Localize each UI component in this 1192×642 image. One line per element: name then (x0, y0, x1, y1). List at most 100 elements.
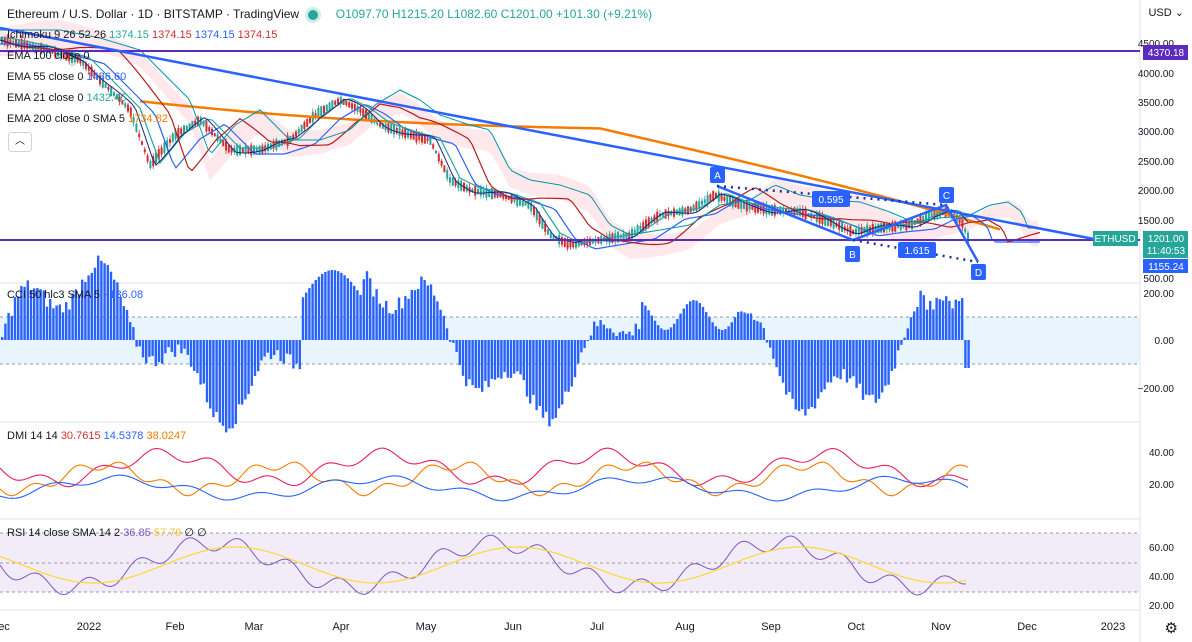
price-tag-top: 4370.18 (1143, 45, 1188, 60)
rsi-value-2: 57.79 (153, 527, 182, 539)
open-value: O1097.70 (335, 7, 389, 21)
svg-text:1.615: 1.615 (904, 246, 929, 257)
dmi-value-3: 38.0247 (146, 430, 187, 442)
ichimoku-value-1: 1374.15 (109, 29, 149, 41)
svg-text:3000.00: 3000.00 (1138, 127, 1175, 138)
svg-text:−200.00: −200.00 (1138, 384, 1175, 395)
chevron-up-icon: ︿ (15, 136, 25, 147)
indicator-rsi[interactable]: RSI 14 close SMA 14 2 36.85 57.79 ∅ ∅ (7, 526, 207, 539)
indicator-lines (0, 29, 1041, 250)
svg-text:2023: 2023 (1101, 621, 1125, 633)
svg-text:3500.00: 3500.00 (1138, 98, 1175, 109)
svg-text:Jun: Jun (504, 621, 522, 633)
ichimoku-cloud (0, 20, 1038, 259)
svg-text:D: D (975, 268, 982, 279)
svg-text:Mar: Mar (245, 621, 264, 633)
rsi-value-1: 36.85 (123, 527, 151, 539)
pattern-label-c: C (939, 187, 954, 203)
ratio-label-2: 1.615 (898, 242, 936, 258)
indicator-ema55[interactable]: EMA 55 close 0 1436.60 (7, 71, 126, 83)
svg-text:2022: 2022 (77, 621, 101, 633)
svg-text:May: May (416, 621, 437, 633)
ichimoku-value-4: 1374.15 (237, 29, 278, 41)
market-open-icon (308, 9, 319, 20)
ema21-value: 1432.46 (86, 92, 127, 104)
indicator-ema21[interactable]: EMA 21 close 0 1432.46 (7, 92, 126, 104)
abcd-pattern (716, 184, 980, 263)
svg-text:2000.00: 2000.00 (1138, 186, 1175, 197)
dmi-value-1: 30.7615 (60, 430, 101, 442)
svg-text:C: C (943, 191, 950, 202)
svg-text:B: B (849, 250, 856, 261)
gear-icon[interactable]: ⚙ (1164, 620, 1178, 637)
time-axis: ec 2022 Feb Mar Apr May Jun Jul Aug Sep … (0, 621, 1125, 633)
collapse-legend-button[interactable]: ︿ (8, 132, 32, 152)
svg-text:ec: ec (0, 621, 10, 633)
current-price-tag: 1201.00 11:40:53 (1143, 231, 1188, 258)
ema100-label: EMA 100 close 0 (7, 50, 90, 62)
change-value: +101.30 (+9.21%) (556, 7, 653, 21)
symbol-title[interactable]: Ethereum / U.S. Dollar · 1D · BITSTAMP ·… (7, 7, 300, 21)
svg-text:40.00: 40.00 (1149, 572, 1174, 583)
currency-label: USD (1148, 7, 1172, 19)
low-price-tag: 1155.24 (1143, 259, 1188, 273)
ema200-label: EMA 200 close 0 SMA 5 (7, 113, 126, 125)
ratio-label-1: 0.595 (812, 191, 850, 207)
ema55-value: 1436.60 (86, 71, 127, 83)
svg-text:Feb: Feb (166, 621, 185, 633)
indicator-ema100[interactable]: EMA 100 close 0 (7, 50, 90, 62)
rsi-value-4: ∅ (197, 527, 207, 539)
svg-text:4370.18: 4370.18 (1148, 48, 1185, 59)
svg-text:Nov: Nov (931, 621, 951, 633)
rsi-lines (0, 534, 967, 596)
price-axis: 4500.00 4000.00 3500.00 3000.00 2500.00 … (1138, 39, 1175, 285)
close-value: C1201.00 (500, 7, 553, 21)
indicator-ichimoku[interactable]: Ichimoku 9 26 52 26 1374.15 1374.15 1374… (7, 29, 277, 41)
cci-histogram (1, 255, 970, 433)
svg-text:500.00: 500.00 (1143, 274, 1174, 285)
svg-text:2500.00: 2500.00 (1138, 157, 1175, 168)
dmi-axis: 40.00 20.00 (1149, 448, 1174, 491)
rsi-value-3: ∅ (184, 527, 194, 539)
high-value: H1215.20 (391, 7, 444, 21)
dmi-value-2: 14.5378 (103, 430, 144, 442)
svg-text:1201.00: 1201.00 (1148, 234, 1185, 245)
dmi-lines (0, 447, 969, 502)
svg-text:Apr: Apr (332, 621, 349, 633)
indicator-ema200[interactable]: EMA 200 close 0 SMA 5 1734.82 (7, 113, 168, 125)
svg-text:Oct: Oct (847, 621, 864, 633)
svg-text:60.00: 60.00 (1149, 543, 1174, 554)
cci-value: −136.08 (103, 289, 144, 301)
dmi-label: DMI 14 14 (7, 430, 58, 442)
svg-text:Sep: Sep (761, 621, 781, 633)
svg-text:4500.00: 4500.00 (1138, 39, 1175, 50)
currency-selector[interactable]: USD ⌄ (1148, 6, 1184, 19)
svg-text:1155.24: 1155.24 (1148, 262, 1184, 273)
svg-text:Aug: Aug (675, 621, 695, 633)
ichimoku-label: Ichimoku 9 26 52 26 (7, 29, 107, 41)
cci-label: CCI 50 hlc3 SMA 5 (7, 289, 100, 301)
svg-text:Jul: Jul (590, 621, 604, 633)
indicator-cci[interactable]: CCI 50 hlc3 SMA 5 −136.08 (7, 289, 143, 301)
ichimoku-value-3: 1374.15 (194, 29, 235, 41)
pattern-label-d: D (971, 264, 986, 280)
chevron-down-icon: ⌄ (1174, 7, 1184, 19)
symbol-tag: ETHUSD (1093, 231, 1138, 246)
svg-text:ETHUSD: ETHUSD (1094, 234, 1135, 245)
svg-text:1500.00: 1500.00 (1138, 216, 1175, 227)
svg-text:0.595: 0.595 (818, 195, 843, 206)
svg-text:Dec: Dec (1017, 621, 1037, 633)
svg-text:20.00: 20.00 (1149, 601, 1174, 612)
low-value: L1082.60 (447, 7, 498, 21)
ema200-value: 1734.82 (128, 113, 168, 125)
svg-text:20.00: 20.00 (1149, 480, 1174, 491)
pattern-label-b: B (845, 246, 860, 262)
svg-text:4000.00: 4000.00 (1138, 69, 1175, 80)
svg-text:11:40:53: 11:40:53 (1147, 246, 1186, 257)
symbol-header[interactable]: Ethereum / U.S. Dollar · 1D · BITSTAMP ·… (7, 7, 652, 21)
rsi-label: RSI 14 close SMA 14 2 (7, 527, 121, 539)
indicator-dmi[interactable]: DMI 14 14 30.7615 14.5378 38.0247 (7, 430, 186, 442)
ema21-label: EMA 21 close 0 (7, 92, 84, 104)
trend-line (0, 26, 1095, 241)
